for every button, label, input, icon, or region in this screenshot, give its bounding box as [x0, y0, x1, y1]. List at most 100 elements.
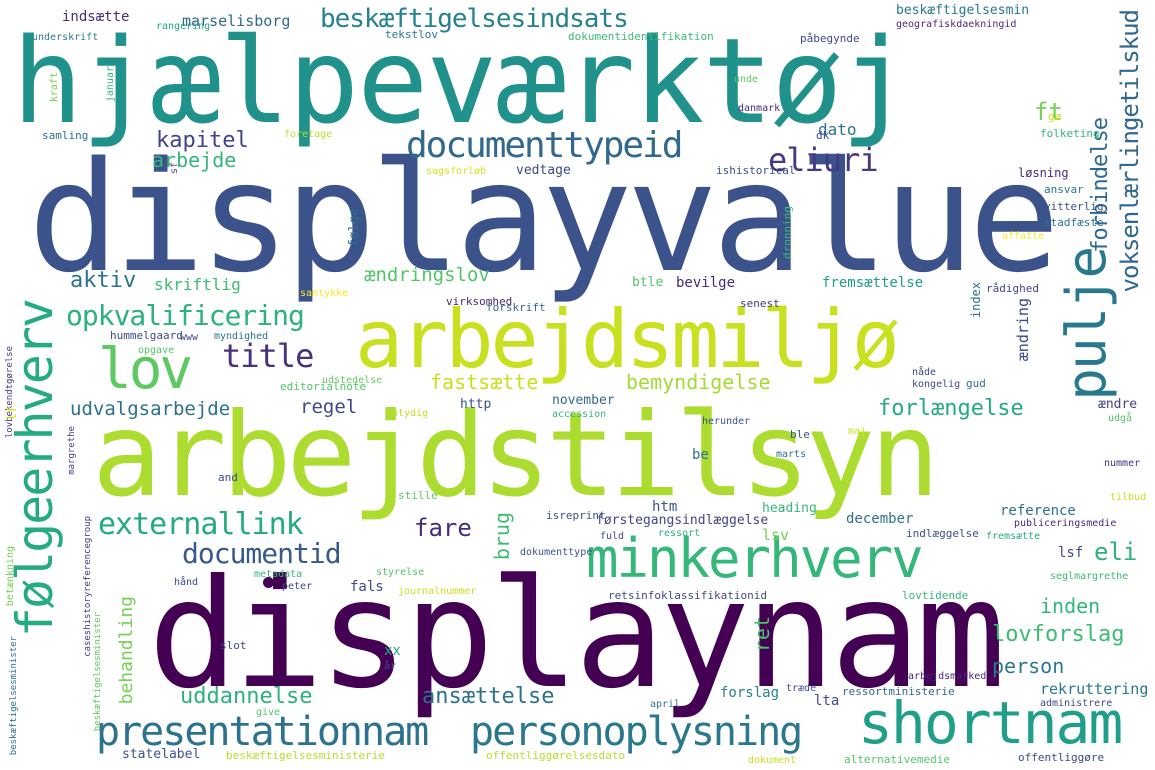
- word-danmark: danmark: [738, 103, 781, 114]
- word-april: april: [650, 699, 681, 710]
- word-udgaa: udgå: [1108, 413, 1133, 424]
- word-foelge: følge: [347, 208, 362, 248]
- word-loesning: løsning: [1018, 166, 1069, 180]
- word-statelabel: statelabel: [122, 747, 201, 762]
- word-unde: unde: [734, 74, 759, 85]
- word-maj: maj: [848, 426, 867, 437]
- word-ansvar: ansvar: [1044, 183, 1084, 196]
- word-lovtidende: lovtidende: [902, 589, 969, 602]
- word-forskrift: forskrift: [486, 301, 546, 314]
- word-brug: brug: [490, 512, 514, 561]
- word-displayvalue: displayvalue: [28, 129, 1060, 306]
- word-stille: stille: [398, 489, 438, 502]
- word-samling: samling: [42, 129, 89, 142]
- word-displaynam: displaynam: [148, 548, 1006, 722]
- word-dronning: dronning: [781, 206, 794, 259]
- word-dokument: dokument: [748, 755, 797, 766]
- word-geografiskdaekningid: geografiskdaekningid: [896, 19, 1017, 30]
- word-indlaeggelse: indlæggelse: [906, 527, 979, 540]
- word-lovforslag: lovforslag: [992, 622, 1125, 647]
- word-ansaettelse: ansættelse: [422, 684, 555, 709]
- word-arbejdsmiljoe: arbejdsmiljø: [355, 293, 900, 386]
- word-caseshistoryreferencegroup: caseshistoryreferencegroup: [83, 516, 93, 657]
- word-aar: år: [384, 661, 397, 672]
- word-xx: xx: [384, 643, 401, 659]
- word-marts: marts: [776, 449, 807, 460]
- word-vitterlig: vitterlig: [1044, 200, 1104, 213]
- word-tekstlov: tekstlov: [385, 28, 438, 41]
- word-foretage: foretage: [284, 129, 333, 140]
- word-dokumenttype: dokumenttype: [520, 547, 593, 558]
- word-person: person: [992, 654, 1065, 678]
- word-lsv: lsv: [762, 526, 790, 544]
- word-heading: heading: [762, 501, 817, 516]
- word-betaenkning: betænkning: [5, 546, 16, 607]
- word-traede: træde: [786, 683, 817, 694]
- word-folketing: folketing: [1040, 127, 1100, 140]
- word-ressortministerie: ressortministerie: [842, 685, 955, 698]
- word-administrere: administrere: [1040, 698, 1113, 709]
- word-slot: slot: [220, 639, 247, 652]
- word-haand: hånd: [174, 577, 199, 588]
- word-tilbud: tilbud: [1110, 492, 1147, 503]
- word-http: http: [460, 397, 492, 412]
- word-entydig: entydig: [386, 408, 429, 419]
- word-dato: dato: [818, 120, 857, 139]
- word-nummer: nummer: [1104, 458, 1141, 469]
- word-hummelgaard: hummelgaard: [110, 329, 183, 342]
- word-peter: peter: [282, 581, 313, 592]
- word-aendring: ændring: [1014, 298, 1032, 362]
- word-herunder: herunder: [702, 416, 751, 427]
- word-marselisborg: marselisborg: [182, 12, 291, 30]
- word-beskaeftigelsesindsats: beskæftigelsesindsats: [320, 4, 629, 34]
- word-rekruttering: rekruttering: [1040, 680, 1149, 698]
- word-presentationnam: presentationnam: [96, 709, 429, 755]
- word-ret: ret: [750, 616, 774, 653]
- word-vedtage: vedtage: [516, 163, 571, 178]
- word-skriftlig: skriftlig: [154, 275, 241, 294]
- word-margrethe: margrethe: [67, 426, 77, 475]
- word-fastsaette: fastsætte: [430, 370, 539, 394]
- word-underskrift: underskrift: [32, 32, 99, 43]
- word-and: and: [218, 471, 238, 484]
- word-behandling: behandling: [116, 596, 137, 705]
- word-kraft: kraft: [49, 72, 60, 103]
- word-rangering: rangering: [156, 21, 211, 32]
- word-forslag: forslag: [720, 685, 780, 701]
- word-offentliggoere: offentliggøre: [1018, 751, 1105, 764]
- word-ishistorical: ishistorical: [716, 164, 796, 177]
- word-fremsaette: fremsætte: [986, 531, 1041, 542]
- word-minkerhverv: minkerhverv: [586, 527, 924, 590]
- word-udstedelse: udstedelse: [322, 375, 383, 386]
- word-aendringslov: ændringslov: [364, 264, 490, 286]
- word-hjaelpevaerktoej: hjælpeværktøj: [12, 12, 912, 150]
- word-december: december: [846, 511, 914, 527]
- word-raadighed: rådighed: [986, 282, 1039, 295]
- word-uddannelse: uddannelse: [180, 684, 313, 709]
- word-lov: lov: [98, 337, 193, 402]
- word-retsinfoklassifikationid: retsinfoklassifikationid: [608, 589, 767, 602]
- word-eliuri: eliuri: [768, 141, 879, 179]
- word-aendre: ændre: [1098, 397, 1138, 412]
- word-documenttypeid: documenttypeid: [406, 125, 683, 166]
- dot-mark: [263, 577, 274, 588]
- word-sagsforloeb: sagsforløb: [426, 166, 487, 177]
- word-goe: gø: [1048, 110, 1062, 123]
- word-januar: januar: [105, 66, 116, 103]
- word-virksomhed: virksomhed: [446, 295, 513, 308]
- word-publiceringsmedie: publiceringsmedie: [1014, 518, 1117, 529]
- word-forlaengelse: forlængelse: [878, 396, 1024, 421]
- word-fuld: fuld: [600, 531, 625, 542]
- word-foelgeerhverv: følgeerhverv: [6, 300, 64, 638]
- word-eli: eli: [1094, 538, 1138, 566]
- word-bemyndigelse: bemyndigelse: [626, 370, 771, 394]
- word-styrelse: styrelse: [376, 567, 425, 578]
- word-lta: lta: [814, 693, 840, 709]
- word-documentid: documentid: [182, 537, 342, 570]
- word-affatte: affatte: [1002, 231, 1045, 242]
- word-foerstegangsindlaeggelse: førstegangsindlæggelse: [596, 513, 769, 528]
- word-arbejde: arbejde: [152, 148, 237, 172]
- word-ft: ft: [1034, 98, 1063, 126]
- word-voksenlaerlingetilskud: voksenlærlingetilskud: [1116, 10, 1144, 293]
- word-lovbekendtgoerelse: lovbekendtgørelse: [5, 346, 15, 439]
